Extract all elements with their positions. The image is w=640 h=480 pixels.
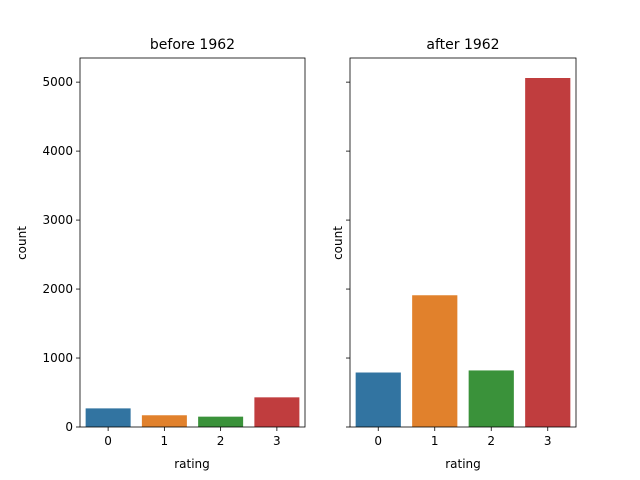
y-tick-label: 1000	[42, 351, 73, 365]
x-tick-label: 0	[104, 434, 112, 448]
x-tick-label: 1	[161, 434, 169, 448]
y-tick-label: 3000	[42, 213, 73, 227]
y-axis-label: count	[15, 226, 29, 260]
y-tick-label: 0	[65, 420, 73, 434]
bar-rating-1	[141, 415, 187, 427]
x-tick-label: 3	[544, 434, 552, 448]
bar-rating-2	[198, 416, 244, 427]
y-tick-label: 2000	[42, 282, 73, 296]
bar-rating-1	[412, 295, 458, 427]
axes-frame	[79, 57, 306, 428]
panel-title: after 1962	[426, 37, 499, 53]
x-tick-label: 2	[217, 434, 225, 448]
x-tick-label: 3	[273, 434, 281, 448]
bar-rating-0	[85, 408, 131, 427]
axes-frame	[349, 57, 577, 428]
bar-rating-3	[525, 78, 571, 427]
y-axis-label: count	[331, 226, 345, 260]
x-axis-label: rating	[445, 457, 481, 471]
bar-rating-0	[355, 372, 401, 427]
bar-rating-2	[468, 370, 514, 427]
x-tick-label: 0	[374, 434, 382, 448]
y-tick-label: 4000	[42, 144, 73, 158]
x-axis-label: rating	[174, 457, 210, 471]
bar-rating-3	[254, 397, 300, 427]
y-tick-label: 5000	[42, 75, 73, 89]
x-tick-label: 2	[487, 434, 495, 448]
panel-title: before 1962	[150, 37, 235, 53]
x-tick-label: 1	[431, 434, 439, 448]
panel-before-1962: before 1962 rating count 0 1 2 3 0 1000 2000 30…	[15, 37, 306, 471]
panel-after-1962: after 1962 rating count 0 1 2 3	[331, 37, 577, 471]
